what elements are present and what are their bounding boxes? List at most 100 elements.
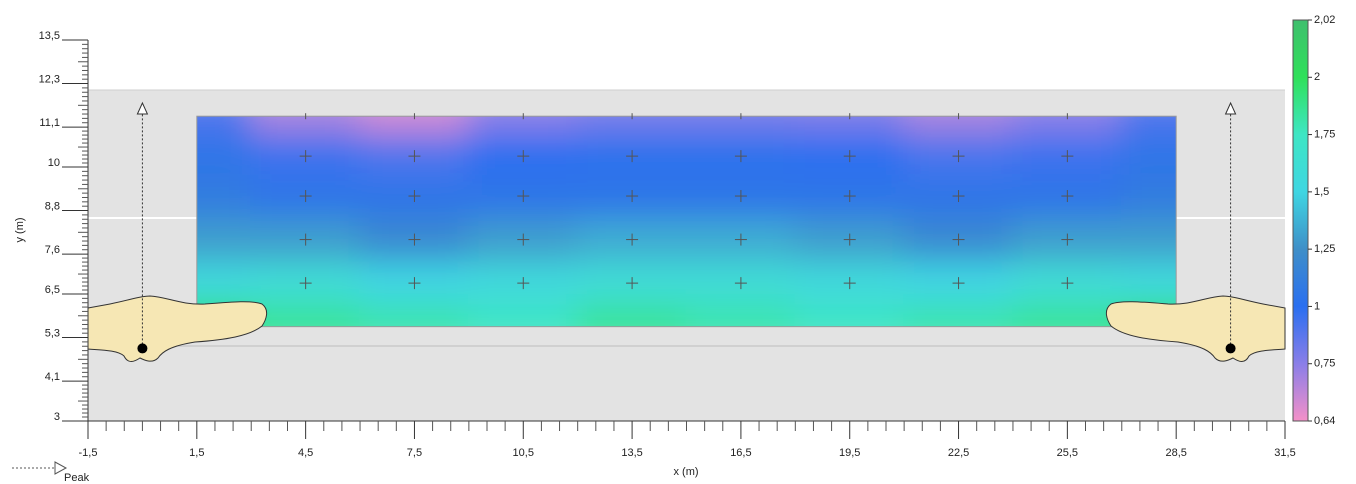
heat-cell [685,304,797,327]
measure-point [299,190,312,203]
measure-point [408,277,421,290]
x-tick-label: 10,5 [513,447,534,459]
measure-point [626,190,639,203]
heat-cell [1011,304,1123,327]
y-tick-label: 11,1 [39,117,60,129]
heat-cell [1120,261,1177,306]
x-axis-label: x (m) [673,466,698,478]
measure-point [299,277,312,290]
heat-cell [1011,116,1123,139]
measure-point [517,277,530,290]
y-tick-label: 5,3 [45,327,60,339]
x-tick-label: 25,5 [1057,447,1078,459]
x-tick-label: 13,5 [621,447,642,459]
legend-label: Peak [64,472,90,484]
heat-cell [1120,217,1177,262]
colorbar-label: 0,64 [1314,415,1335,427]
measure-point [408,190,421,203]
field-outline [196,115,1177,328]
measure-point [952,233,965,246]
measure-point [952,277,965,290]
luminaire-shape [1105,295,1286,362]
aim-arrow [136,101,149,115]
y-tick-label: 13,5 [39,30,60,42]
heat-cell [196,134,253,179]
measure-point [626,233,639,246]
heat-cell [576,116,688,139]
heat-cell [359,304,470,327]
heat-cell [685,116,797,139]
x-tick-label: 19,5 [839,447,860,459]
measure-point [734,277,747,290]
measure-point [843,190,856,203]
measure-point [1061,277,1074,290]
colorbar-label: 1,75 [1314,128,1335,140]
y-tick-label: 12,3 [39,73,60,85]
luminaire-shape [87,295,268,362]
x-tick-label: 7,5 [407,447,422,459]
measure-point [626,277,639,290]
measure-point [1061,233,1074,246]
heat-cell [794,116,906,139]
heat-cell [467,116,579,139]
colorbar-label: 2 [1314,71,1320,83]
measure-point [408,233,421,246]
heat-cell [794,304,906,327]
y-tick-label: 7,6 [45,244,60,256]
measure-point [1061,190,1074,203]
heatmap [196,116,1177,327]
x-tick-label: 1,5 [189,447,204,459]
measure-point [843,233,856,246]
colorbar-label: 2,02 [1314,14,1335,26]
y-axis-label: y (m) [14,217,26,242]
y-tick-label: 10 [48,157,60,169]
heat-cell [359,116,470,139]
axes: 3 4,1 5,3 6,5 7,6 8,8 10 11,1 12,3 13,5 -1,5 1,5 4,5… [39,14,1336,459]
luminaire [1225,343,1236,354]
colorbar-label: 1 [1314,300,1320,312]
measure-point [299,150,312,163]
heat-cell [196,116,253,139]
colorbar-label: 1,5 [1314,186,1329,198]
heat-cell [903,116,1014,139]
measure-point [299,233,312,246]
measure-point [517,190,530,203]
x-tick-label: 31,5 [1274,447,1295,459]
heat-cell [467,304,579,327]
x-tick-label: 22,5 [948,447,969,459]
measure-point [734,233,747,246]
measure-point [626,150,639,163]
colorbar-label: 0,75 [1314,358,1335,370]
heat-cell [196,173,253,219]
x-tick-label: 16,5 [730,447,751,459]
measure-point [517,233,530,246]
heat-cell [250,116,362,139]
luminaire [137,343,148,354]
x-tick-label: 28,5 [1165,447,1186,459]
heat-cell [1120,116,1177,139]
y-tick-label: 4,1 [45,371,60,383]
heat-cell [903,304,1014,327]
colorbar-label: 1,25 [1314,243,1335,255]
overlay [196,113,1177,328]
measure-point [843,150,856,163]
heat-cell [196,261,253,306]
measure-point [517,150,530,163]
measure-point [1061,150,1074,163]
heat-cell [250,304,362,327]
measure-point [408,150,421,163]
aim-arrow [1224,101,1237,115]
colorbar [1292,19,1309,422]
heat-cell [576,304,688,327]
x-tick-label: 4,5 [298,447,313,459]
heat-cell [196,217,253,262]
heat-cell [1120,173,1177,219]
y-tick-label: 6,5 [45,284,60,296]
luminaires [136,101,1237,354]
measure-point [952,190,965,203]
y-tick-label: 8,8 [45,200,60,212]
y-tick-label: 3 [54,411,60,423]
measure-point [734,190,747,203]
